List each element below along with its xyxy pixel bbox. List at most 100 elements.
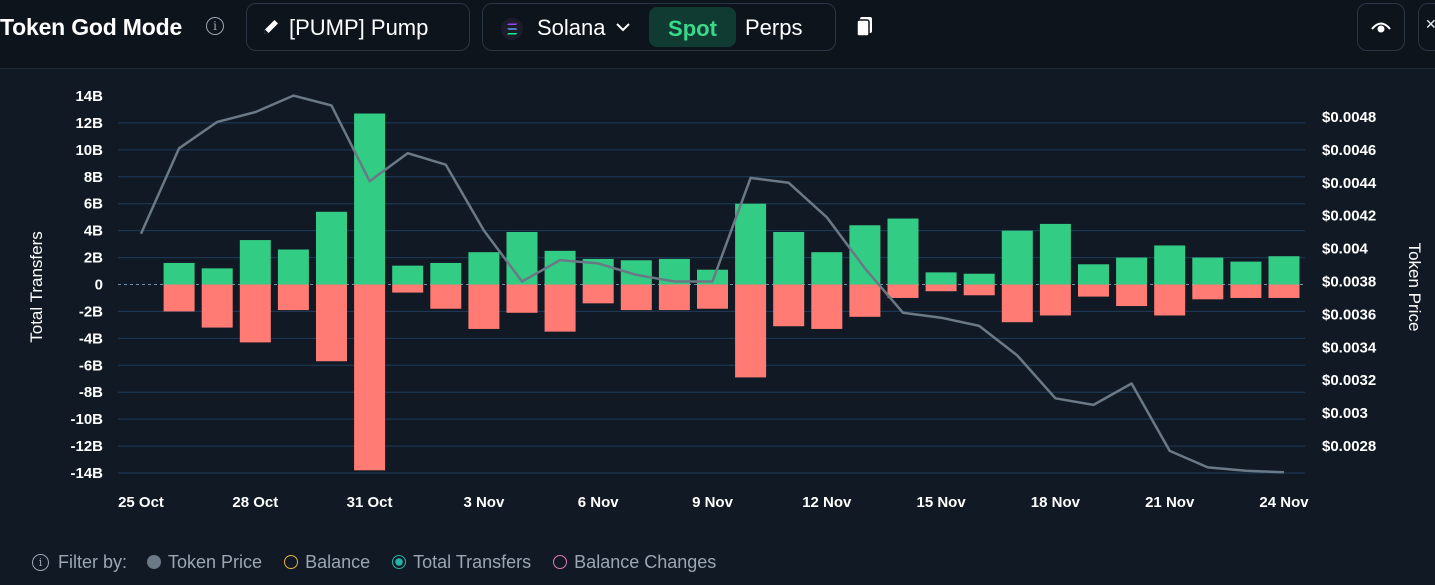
legend-item-balance[interactable]: Balance — [284, 552, 370, 573]
bar-inflow — [887, 218, 919, 285]
y-left-tick-label: 4B — [84, 223, 103, 240]
pencil-icon — [264, 20, 278, 34]
legend-dot — [147, 555, 162, 569]
bar-outflow — [163, 284, 195, 312]
solana-logo-icon — [501, 18, 523, 40]
bar-outflow — [773, 284, 805, 327]
bar-outflow — [1192, 284, 1224, 300]
bar-outflow — [354, 284, 386, 471]
bar-inflow — [430, 262, 462, 285]
bar-inflow — [201, 268, 233, 285]
x-tick-label: 21 Nov — [1145, 494, 1195, 511]
bar-outflow — [1039, 284, 1071, 316]
bar-outflow — [201, 284, 233, 328]
legend-label: Balance Changes — [574, 551, 717, 572]
price-line — [139, 94, 1285, 474]
bar-outflow — [1230, 284, 1262, 298]
legend-label: Token Price — [168, 551, 263, 572]
y-left-tick-label: 8B — [84, 169, 103, 186]
perps-tab[interactable]: Perps — [745, 15, 803, 40]
x-tick-label: 28 Oct — [232, 494, 278, 511]
x-tick-label: 6 Nov — [578, 494, 620, 511]
bar-inflow — [1001, 230, 1033, 285]
bar-outflow — [658, 284, 690, 311]
y-right-tick-label: $0.0028 — [1322, 438, 1376, 455]
bar-outflow — [582, 284, 614, 304]
bar-outflow — [963, 284, 995, 296]
y-left-tick-label: -12B — [70, 438, 103, 455]
y-left-tick-label: -10B — [70, 411, 103, 428]
overflow-button[interactable]: ✕ — [1418, 3, 1435, 51]
x-tick-label: 24 Nov — [1259, 494, 1309, 511]
legend-dot — [392, 555, 407, 569]
legend-item-total-transfers[interactable]: Total Transfers — [392, 552, 531, 573]
y-left-tick-label: 0 — [95, 277, 103, 294]
filter-label: Filter by: — [58, 551, 128, 572]
bar-outflow — [1001, 284, 1033, 323]
legend-label: Balance — [305, 551, 371, 572]
y-left-tick-label: 10B — [75, 142, 103, 159]
y-right-tick-label: $0.0034 — [1322, 339, 1377, 356]
bar-inflow — [1078, 264, 1109, 285]
bar-inflow — [1230, 261, 1262, 285]
x-tick-label: 15 Nov — [916, 494, 966, 511]
spot-tab-label: Spot — [668, 16, 717, 41]
y-right-tick-label: $0.0046 — [1322, 142, 1376, 159]
bar-inflow — [773, 231, 805, 285]
bar-inflow — [544, 250, 576, 285]
y-right-tick-label: $0.004 — [1322, 241, 1369, 258]
spot-tab[interactable]: Spot — [649, 7, 736, 47]
y-right-tick-label: $0.0038 — [1322, 274, 1376, 291]
bar-outflow — [697, 284, 728, 309]
x-tick-label: 3 Nov — [463, 494, 505, 511]
copy-icon[interactable] — [856, 16, 874, 38]
x-tick-label: 9 Nov — [692, 494, 734, 511]
watch-button[interactable] — [1357, 3, 1405, 51]
legend-item-token-price[interactable]: Token Price — [147, 552, 262, 573]
bar-outflow — [735, 284, 767, 378]
chain-selector[interactable]: Solana — [537, 15, 606, 40]
y-right-tick-label: $0.0042 — [1322, 208, 1376, 225]
bar-inflow — [1154, 245, 1186, 285]
bar-outflow — [1078, 284, 1109, 297]
chevron-down-icon[interactable] — [615, 21, 631, 33]
info-icon[interactable]: i — [206, 17, 224, 35]
bar-outflow — [392, 284, 424, 293]
token-selector-button[interactable]: [PUMP] Pump — [246, 3, 470, 51]
legend-item-balance-changes[interactable]: Balance Changes — [553, 552, 716, 573]
y-left-tick-label: -14B — [70, 465, 103, 482]
bar-outflow — [849, 284, 881, 317]
y-left-tick-label: -8B — [79, 384, 103, 401]
bar-inflow — [392, 265, 424, 285]
legend-dot — [284, 555, 299, 569]
y-left-tick-label: -6B — [79, 357, 103, 374]
token-label: [PUMP] Pump — [289, 15, 429, 40]
x-tick-label: 25 Oct — [118, 494, 164, 511]
bar-outflow — [925, 284, 957, 292]
y-left-tick-label: -4B — [79, 330, 103, 347]
y-right-tick-label: $0.003 — [1322, 405, 1368, 422]
bar-inflow — [1268, 256, 1300, 285]
y-right-tick-label: $0.0032 — [1322, 372, 1376, 389]
y-right-tick-label: $0.0048 — [1322, 109, 1376, 126]
bar-inflow — [735, 203, 767, 285]
transfers-chart: 14B 12B 10B 8B 6B 4B 2B 0 -2B -4B -6B -8B -10B -12B -1… — [27, 88, 1424, 511]
y-left-axis-title: Total Transfers — [27, 231, 46, 343]
bar-outflow — [277, 284, 309, 311]
bar-inflow — [1039, 223, 1071, 285]
toolbar: Token God Mode i [PUMP] Pump Solana Spot… — [0, 0, 1435, 69]
bar-inflow — [316, 211, 347, 285]
y-left-tick-label: 6B — [84, 196, 103, 213]
chain-mode-group: Solana Spot Perps — [482, 3, 836, 51]
bar-outflow — [430, 284, 462, 309]
bar-inflow — [163, 262, 195, 285]
bar-outflow — [1116, 284, 1148, 307]
bar-outflow — [1154, 284, 1186, 316]
bar-inflow — [468, 252, 500, 285]
filter-info-icon: i — [32, 553, 49, 571]
bar-outflow — [468, 284, 500, 329]
bar-inflow — [963, 273, 995, 285]
bar-inflow — [354, 113, 386, 285]
bar-outflow — [887, 284, 919, 298]
bar-inflow — [1116, 257, 1148, 285]
